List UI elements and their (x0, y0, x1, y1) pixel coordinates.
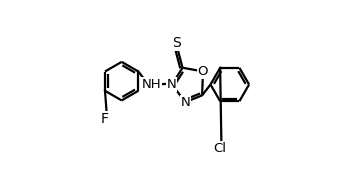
Text: S: S (172, 37, 181, 50)
Text: N: N (181, 96, 190, 109)
Text: F: F (101, 112, 109, 126)
Text: NH: NH (142, 78, 162, 91)
Text: O: O (198, 65, 208, 78)
Text: Cl: Cl (213, 142, 226, 155)
Text: N: N (167, 78, 177, 91)
